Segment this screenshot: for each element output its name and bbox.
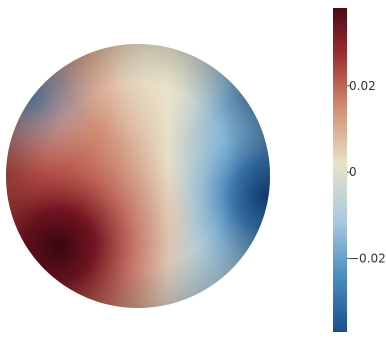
colorbar-tick-label: −0.02 [349,252,386,266]
colorbar-gradient [333,8,347,332]
sphere-surface [6,44,270,308]
colorbar-ticks: 0.02 0 −0.02 [347,79,386,266]
colorbar: 0.02 0 −0.02 [333,8,386,332]
colorbar-tick-label: 0.02 [349,79,376,93]
colorbar-tick-label: 0 [349,165,357,179]
